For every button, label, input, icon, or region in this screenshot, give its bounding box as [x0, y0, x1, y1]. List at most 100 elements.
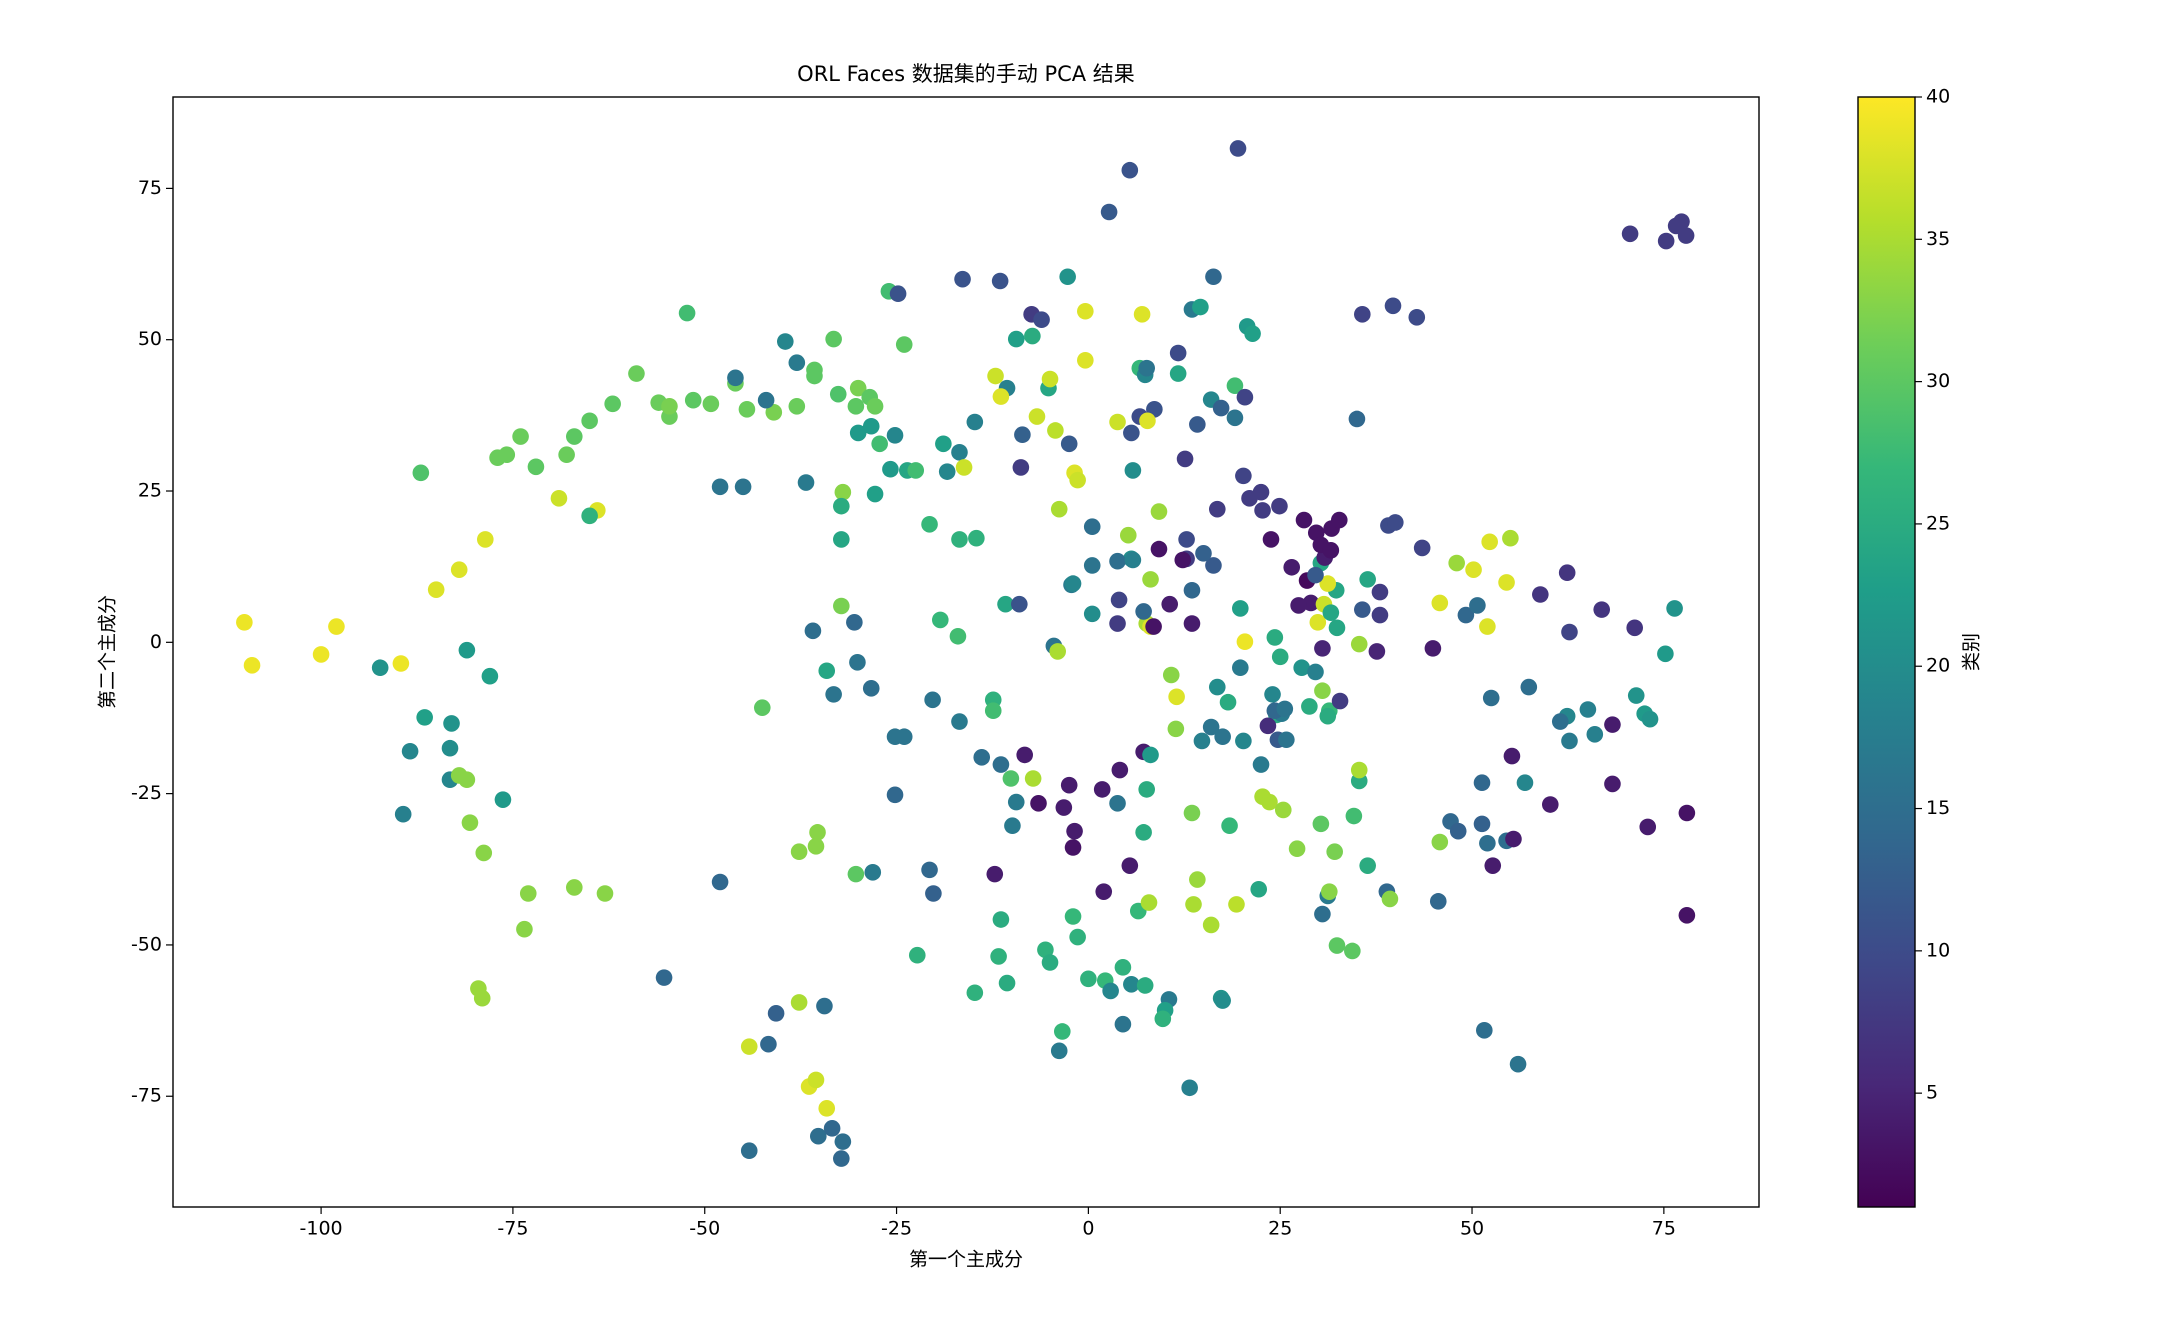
point — [1677, 227, 1695, 244]
point — [1319, 707, 1337, 725]
point — [1302, 594, 1320, 612]
point — [921, 515, 938, 533]
point — [1254, 502, 1271, 519]
point — [1169, 344, 1187, 362]
point — [833, 531, 850, 548]
point — [1080, 970, 1097, 988]
point — [1109, 615, 1126, 632]
point — [833, 597, 850, 615]
point — [1229, 140, 1247, 157]
point — [1185, 896, 1202, 913]
point — [1666, 600, 1683, 617]
colorbar-tick-label: 40 — [1926, 86, 1950, 108]
point — [1135, 824, 1152, 841]
point — [527, 458, 545, 476]
point — [1059, 268, 1076, 286]
point — [1431, 594, 1449, 612]
point — [1226, 377, 1244, 394]
point — [1345, 807, 1363, 825]
point — [1205, 557, 1222, 574]
point — [777, 333, 794, 350]
point — [1312, 815, 1330, 833]
point — [1030, 795, 1047, 812]
x-tick-label: 50 — [1460, 1218, 1484, 1240]
y-tick-label: 75 — [138, 177, 162, 199]
point — [1077, 351, 1094, 369]
point — [1678, 906, 1696, 924]
point — [1236, 633, 1254, 651]
point — [1138, 781, 1155, 798]
point — [1050, 500, 1068, 518]
point — [938, 463, 956, 480]
point — [1064, 908, 1082, 925]
point — [1064, 575, 1082, 592]
point — [441, 739, 459, 757]
point — [1350, 635, 1368, 653]
point — [450, 561, 468, 578]
point — [765, 404, 783, 421]
point — [1161, 595, 1179, 613]
point — [734, 478, 752, 496]
y-tick-label: -75 — [131, 1085, 162, 1107]
x-tick-label: 25 — [1268, 1218, 1292, 1240]
point — [1083, 605, 1101, 623]
point — [1387, 514, 1404, 531]
x-tick-label: -100 — [300, 1218, 343, 1240]
point — [1484, 857, 1502, 874]
point — [1502, 529, 1519, 547]
point — [1473, 774, 1491, 792]
chart-title: ORL Faces 数据集的手动 PCA 结果 — [797, 62, 1135, 86]
point — [1295, 511, 1313, 529]
point — [684, 391, 702, 409]
point — [1140, 894, 1158, 911]
point — [833, 1150, 850, 1167]
point — [992, 756, 1010, 773]
point — [818, 662, 836, 680]
colorbar-tick-label: 30 — [1926, 370, 1950, 392]
point — [1532, 586, 1549, 603]
point — [1183, 615, 1201, 632]
point — [1014, 426, 1031, 444]
point — [1328, 937, 1346, 954]
point — [1150, 540, 1168, 558]
point — [816, 997, 833, 1015]
point — [1482, 689, 1500, 707]
point — [1319, 575, 1337, 592]
point — [1037, 941, 1054, 959]
point — [1212, 399, 1230, 417]
point — [1167, 720, 1185, 738]
colorbar-tick-label: 10 — [1926, 939, 1950, 961]
point — [1503, 747, 1521, 765]
point — [1381, 890, 1399, 908]
point — [458, 641, 476, 659]
point — [1678, 804, 1696, 822]
point — [1139, 412, 1156, 430]
point — [834, 1133, 852, 1150]
point — [1060, 776, 1078, 794]
point — [1142, 746, 1159, 764]
point — [1109, 795, 1126, 812]
point — [1551, 713, 1569, 730]
point — [711, 873, 729, 891]
point — [1314, 640, 1331, 657]
point — [992, 388, 1010, 405]
point — [1095, 883, 1113, 900]
point — [1498, 574, 1515, 591]
point — [628, 365, 645, 382]
point — [1307, 663, 1324, 681]
point — [1481, 533, 1498, 551]
point — [1041, 954, 1059, 971]
point — [1169, 365, 1187, 382]
colorbar-tick-label: 25 — [1926, 512, 1950, 534]
point — [968, 529, 985, 547]
point — [1541, 796, 1559, 813]
point — [1371, 606, 1389, 624]
point — [1354, 305, 1371, 323]
y-tick-label: 25 — [138, 480, 162, 502]
point — [753, 699, 771, 716]
point — [1208, 500, 1226, 518]
x-tick-label: -50 — [689, 1218, 720, 1240]
point — [1673, 213, 1690, 230]
point — [655, 969, 673, 986]
point — [1241, 489, 1258, 507]
